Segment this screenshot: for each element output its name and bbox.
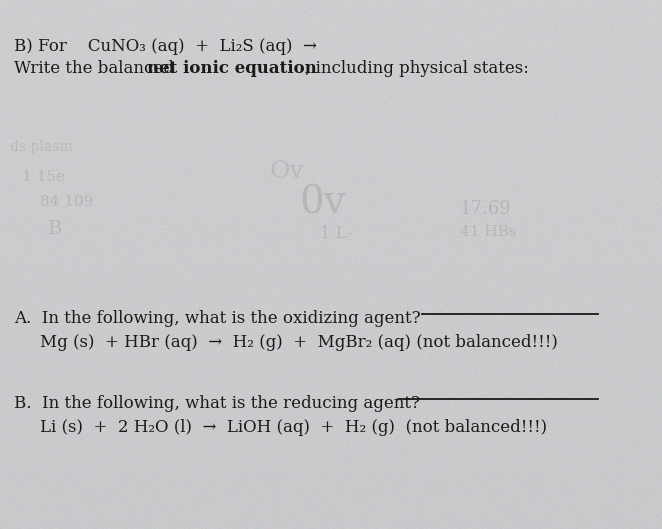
Text: A.  In the following, what is the oxidizing agent?: A. In the following, what is the oxidizi… xyxy=(14,310,420,327)
Text: B: B xyxy=(48,220,62,238)
Text: Ov: Ov xyxy=(270,160,305,183)
Text: 41 HBs: 41 HBs xyxy=(460,225,516,239)
Text: net ionic equation: net ionic equation xyxy=(147,60,316,77)
Text: , including physical states:: , including physical states: xyxy=(305,60,529,77)
Text: 1 L-: 1 L- xyxy=(320,225,352,242)
Text: Write the balanced: Write the balanced xyxy=(14,60,179,77)
Text: Li (s)  +  2 H₂O (l)  →  LiOH (aq)  +  H₂ (g)  (not balanced!!!): Li (s) + 2 H₂O (l) → LiOH (aq) + H₂ (g) … xyxy=(40,419,547,436)
Text: 84 109: 84 109 xyxy=(40,195,93,209)
Text: B.  In the following, what is the reducing agent?: B. In the following, what is the reducin… xyxy=(14,395,420,412)
Text: 1 15e: 1 15e xyxy=(22,170,65,184)
Text: 0v: 0v xyxy=(300,185,347,222)
Text: B) For    CuNO₃ (aq)  +  Li₂S (aq)  →: B) For CuNO₃ (aq) + Li₂S (aq) → xyxy=(14,38,317,55)
Text: ds plasm: ds plasm xyxy=(10,140,73,154)
Text: 17.69: 17.69 xyxy=(460,200,512,218)
Text: Mg (s)  + HBr (aq)  →  H₂ (g)  +  MgBr₂ (aq) (not balanced!!!): Mg (s) + HBr (aq) → H₂ (g) + MgBr₂ (aq) … xyxy=(40,334,558,351)
